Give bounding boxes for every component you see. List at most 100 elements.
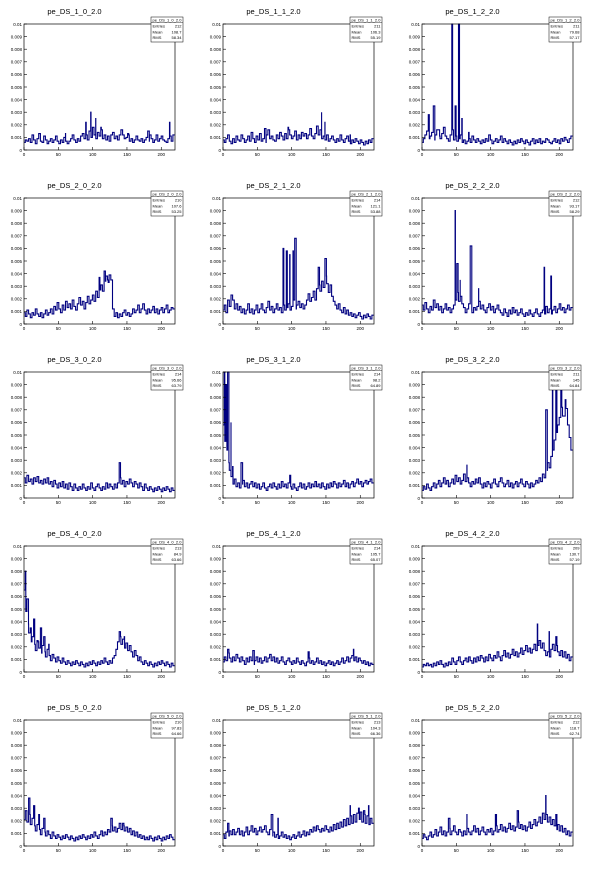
x-tick-label: 200 (158, 326, 166, 331)
stats-name: pe_DS_5_0_2.0 (153, 713, 183, 718)
stats-box: pe_DS_4_1_2.0 Entries 214 Mean 105.7 RMS 65.07 (349, 538, 383, 565)
x-tick-label: 150 (123, 152, 131, 157)
stats-label-rms: RMS (551, 209, 560, 214)
y-tick-label: 0.006 (409, 594, 421, 599)
histogram-series-line (24, 462, 175, 493)
y-tick-label: 0.003 (409, 284, 421, 289)
stats-value-entries: 211 (573, 372, 580, 377)
x-tick-label: 150 (521, 326, 529, 331)
stats-value-mean: 84.9 (174, 551, 183, 556)
y-tick-label: 0.005 (11, 433, 23, 438)
y-tick-label: 0 (19, 670, 22, 675)
stats-box: pe_DS_5_2_2.0 Entries 212 Mean 118.7 RMS 62.74 (548, 712, 582, 739)
histogram-series-line (422, 623, 573, 668)
stats-label-rms: RMS (551, 383, 560, 388)
y-tick-label: 0.006 (11, 768, 23, 773)
x-tick-label: 200 (556, 152, 564, 157)
stats-label-mean: Mean (153, 725, 163, 730)
y-tick-label: 0.01 (411, 718, 420, 723)
x-tick-label: 100 (89, 326, 97, 331)
x-tick-label: 0 (421, 500, 424, 505)
y-tick-label: 0.009 (210, 730, 222, 735)
y-tick-label: 0.008 (409, 743, 421, 748)
stats-label-entries: Entries (551, 720, 563, 725)
y-tick-label: 0.001 (11, 135, 23, 140)
stats-label-mean: Mean (551, 551, 561, 556)
stats-name: pe_DS_4_0_2.0 (153, 539, 183, 544)
x-tick-label: 0 (23, 500, 26, 505)
stats-label-rms: RMS (352, 731, 361, 736)
y-tick-label: 0.004 (11, 271, 23, 276)
y-tick-label: 0.008 (409, 569, 421, 574)
y-tick-label: 0.003 (409, 632, 421, 637)
y-tick-label: 0 (417, 844, 420, 849)
x-tick-label: 150 (521, 848, 529, 853)
stats-label-rms: RMS (551, 557, 560, 562)
x-tick-label: 150 (322, 500, 330, 505)
x-tick-label: 50 (454, 674, 460, 679)
y-tick-label: 0.005 (409, 85, 421, 90)
y-tick-label: 0.003 (11, 110, 23, 115)
y-tick-label: 0.004 (210, 445, 222, 450)
stats-label-entries: Entries (551, 546, 563, 551)
histogram-series-line (223, 805, 374, 841)
stats-value-mean: 121.1 (370, 203, 381, 208)
x-tick-label: 0 (421, 848, 424, 853)
y-tick-label: 0.009 (11, 34, 23, 39)
histogram-panel: pe_DS_5_1_2.0 0 0.001 0.002 0.003 0.004 0.005 0… (210, 703, 383, 853)
y-tick-label: 0.008 (11, 221, 23, 226)
chart-title: pe_DS_3_0_2.0 (47, 355, 101, 364)
x-tick-label: 0 (421, 674, 424, 679)
y-tick-label: 0.003 (11, 458, 23, 463)
x-tick-label: 100 (288, 848, 296, 853)
y-tick-label: 0.002 (409, 471, 421, 476)
y-tick-label: 0 (19, 496, 22, 501)
y-tick-label: 0.007 (409, 408, 421, 413)
stats-box-frame (349, 538, 383, 565)
x-tick-label: 200 (556, 500, 564, 505)
histogram-panel: pe_DS_1_1_2.0 0 0.001 0.002 0.003 0.004 0.005 0… (210, 7, 383, 157)
stats-box: pe_DS_4_2_2.0 Entries 209 Mean 130.7 RMS 57.19 (548, 538, 582, 565)
stats-box-frame (349, 190, 383, 217)
y-tick-label: 0.001 (210, 483, 222, 488)
stats-value-rms: 55.19 (370, 35, 381, 40)
histogram-panel: pe_DS_2_2_2.0 0 0.001 0.002 0.003 0.004 0.005 0… (409, 181, 582, 331)
y-tick-label: 0.005 (409, 607, 421, 612)
x-tick-label: 50 (56, 500, 62, 505)
y-tick-label: 0.008 (210, 743, 222, 748)
y-tick-label: 0.007 (210, 582, 222, 587)
y-tick-label: 0 (218, 322, 221, 327)
y-tick-label: 0.01 (13, 370, 22, 375)
y-tick-label: 0.002 (409, 645, 421, 650)
chart-title: pe_DS_1_2_2.0 (445, 7, 499, 16)
y-tick-label: 0.009 (11, 730, 23, 735)
y-tick-label: 0.004 (409, 619, 421, 624)
y-tick-label: 0 (19, 322, 22, 327)
stats-name: pe_DS_1_0_2.0 (153, 17, 183, 22)
y-tick-label: 0.006 (409, 768, 421, 773)
y-tick-label: 0.006 (409, 420, 421, 425)
x-tick-label: 0 (222, 500, 225, 505)
chart-title: pe_DS_1_0_2.0 (47, 7, 101, 16)
stats-value-rms: 58.34 (171, 35, 182, 40)
y-tick-label: 0.005 (11, 607, 23, 612)
stats-label-entries: Entries (153, 372, 165, 377)
stats-value-entries: 214 (374, 546, 381, 551)
y-tick-label: 0.008 (210, 569, 222, 574)
y-tick-label: 0.001 (11, 309, 23, 314)
stats-label-rms: RMS (153, 731, 162, 736)
y-tick-label: 0.01 (13, 22, 22, 27)
stats-value-entries: 212 (175, 24, 182, 29)
stats-box: pe_DS_5_1_2.0 Entries 213 Mean 104.3 RMS 66.36 (349, 712, 383, 739)
stats-label-mean: Mean (551, 203, 561, 208)
x-tick-label: 50 (56, 848, 62, 853)
y-tick-label: 0.003 (210, 632, 222, 637)
stats-value-rms: 63.79 (171, 383, 182, 388)
y-tick-label: 0.002 (11, 645, 23, 650)
histogram-panel: pe_DS_5_2_2.0 0 0.001 0.002 0.003 0.004 0.005 0… (409, 703, 582, 853)
x-tick-label: 50 (454, 848, 460, 853)
y-tick-label: 0.008 (409, 47, 421, 52)
y-tick-label: 0.009 (409, 556, 421, 561)
stats-name: pe_DS_5_2_2.0 (551, 713, 581, 718)
y-tick-label: 0.006 (210, 594, 222, 599)
